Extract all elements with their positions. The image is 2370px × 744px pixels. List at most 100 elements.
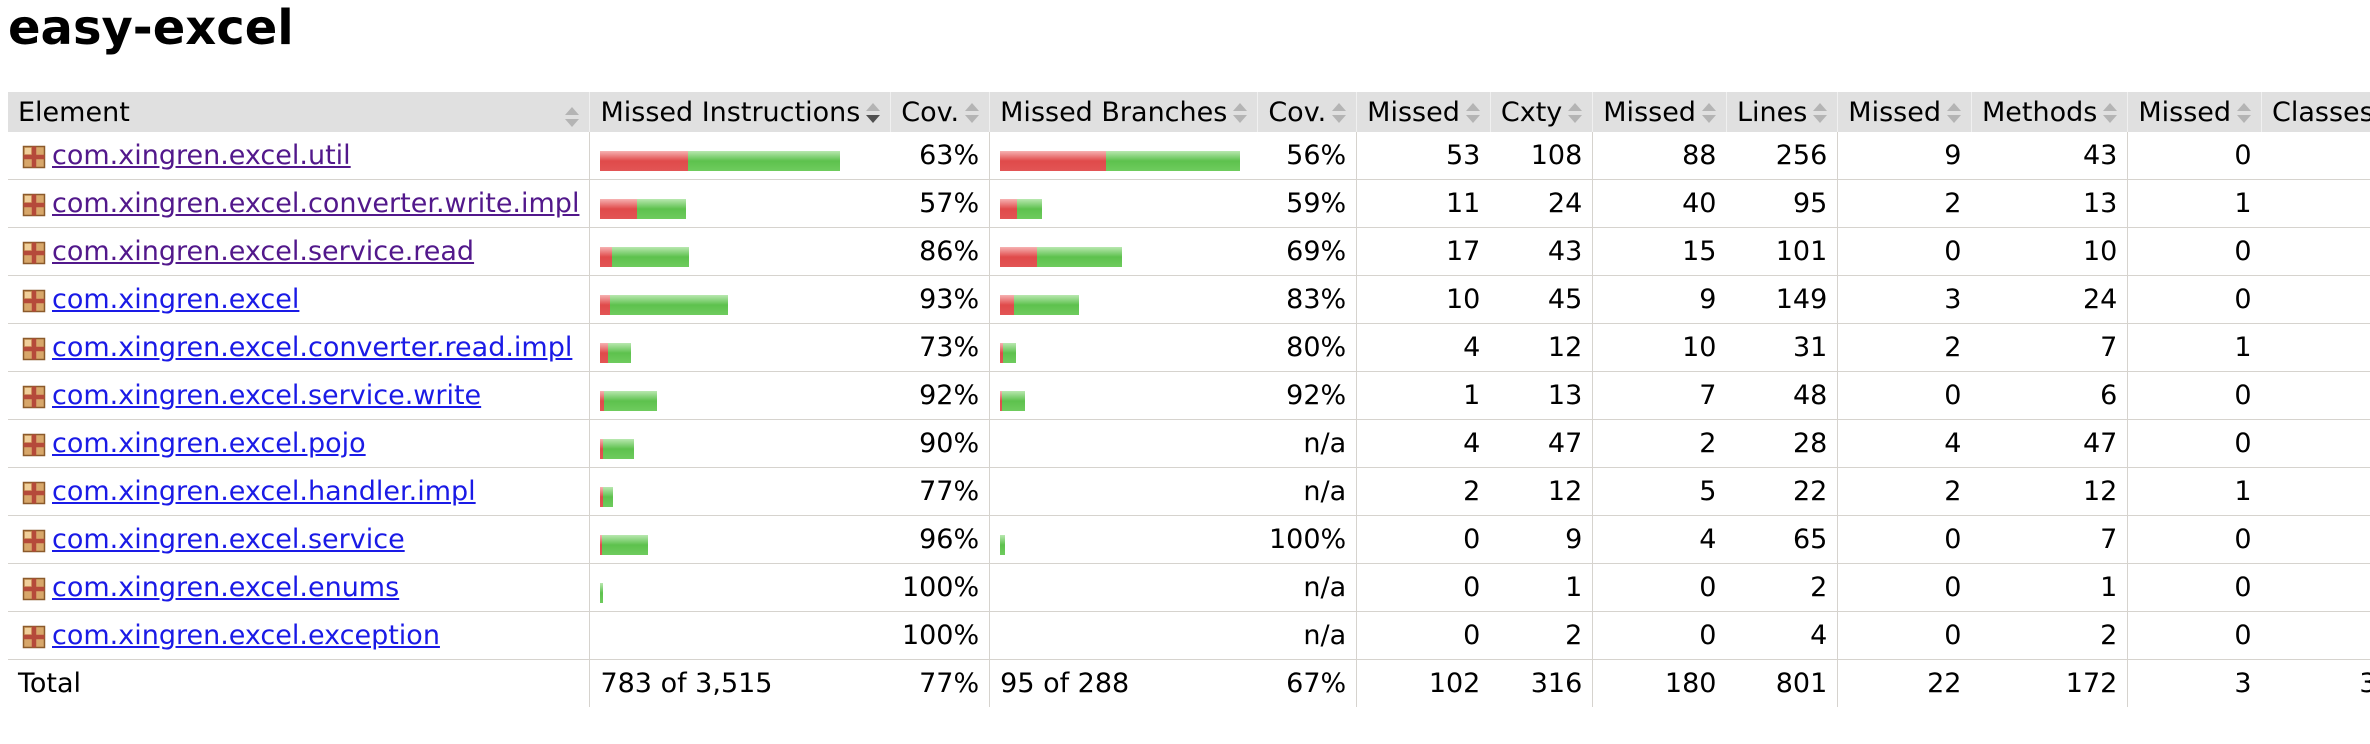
column-header-missed-methods[interactable]: Missed <box>1837 92 1972 132</box>
missed-bar-segment <box>600 486 604 507</box>
column-header-missed-instructions[interactable]: Missed Instructions <box>589 92 891 132</box>
column-header-missed-branches[interactable]: Missed Branches <box>989 92 1258 132</box>
cxty: 24 <box>1490 179 1593 228</box>
total-methods: 172 <box>1971 659 2128 707</box>
column-header-missed-lines[interactable]: Missed <box>1592 92 1727 132</box>
missed-methods: 2 <box>1837 179 1972 228</box>
cxty: 13 <box>1490 371 1593 420</box>
package-link[interactable]: com.xingren.excel.converter.read.impl <box>52 332 573 363</box>
package-link[interactable]: com.xingren.excel.service.read <box>52 236 475 267</box>
covered-bar-segment <box>612 246 690 267</box>
package-icon <box>22 481 46 505</box>
covered-bar-segment <box>602 534 649 555</box>
column-header-cxty[interactable]: Cxty <box>1489 92 1593 132</box>
branches-cov: n/a <box>1257 563 1357 612</box>
methods: 12 <box>1971 467 2128 516</box>
missed-methods: 9 <box>1837 132 1972 180</box>
lines: 4 <box>1726 611 1838 660</box>
package-link[interactable]: com.xingren.excel.pojo <box>52 428 366 459</box>
missed-methods: 0 <box>1837 515 1972 564</box>
column-header-methods[interactable]: Methods <box>1970 92 2128 132</box>
coverage-table: Element Missed Instructions Cov. Missed … <box>8 92 2370 707</box>
missed-bar-segment <box>1000 342 1004 363</box>
missed-bar-segment <box>1000 294 1015 315</box>
total-classes: 31 <box>2261 659 2370 707</box>
methods: 7 <box>1971 323 2128 372</box>
instructions-bar-cell <box>589 467 891 516</box>
column-header-lines[interactable]: Lines <box>1725 92 1838 132</box>
table-row: com.xingren.excel.util 63% 56% 53 108 88 256 9 4… <box>8 132 2370 180</box>
missed-bar-segment <box>600 198 638 219</box>
missed-methods: 0 <box>1837 227 1972 276</box>
table-row: com.xingren.excel.service 96% 100% 0 9 4 65 0 7 0… <box>8 515 2370 564</box>
missed-lines: 0 <box>1592 611 1727 660</box>
covered-bar-segment <box>603 486 614 507</box>
branches-coverage-bar <box>1000 195 1043 219</box>
covered-bar-segment <box>1106 150 1241 171</box>
package-icon <box>22 529 46 553</box>
missed-bar-segment <box>600 342 609 363</box>
table-row: com.xingren.excel.service.read 86% 69% 17 43… <box>8 227 2370 276</box>
instructions-coverage-bar <box>600 483 614 507</box>
package-link[interactable]: com.xingren.excel.exception <box>52 620 440 651</box>
classes: 6 <box>2261 179 2370 228</box>
covered-bar-segment <box>1037 246 1123 267</box>
instructions-coverage-bar <box>600 579 604 603</box>
branches-bar-cell <box>989 323 1258 372</box>
cxty: 108 <box>1530 140 1583 171</box>
column-header-element[interactable]: Element <box>8 92 590 132</box>
column-header-instructions-cov[interactable]: Cov. <box>890 92 990 132</box>
lines: 48 <box>1726 371 1838 420</box>
package-link[interactable]: com.xingren.excel <box>52 284 300 315</box>
missed-cxty: 4 <box>1356 419 1491 468</box>
branches-cov: 59% <box>1257 179 1357 228</box>
missed-bar-segment <box>1000 390 1003 411</box>
branches-bar-cell <box>989 611 1258 660</box>
package-icon <box>22 337 46 361</box>
total-instructions-cov: 77% <box>890 659 990 707</box>
lines: 95 <box>1726 179 1838 228</box>
instructions-bar-cell <box>589 227 891 276</box>
instructions-bar-cell <box>589 419 891 468</box>
missed-classes: 0 <box>2127 227 2262 276</box>
package-link[interactable]: com.xingren.excel.converter.write.impl <box>52 188 580 219</box>
package-link[interactable]: com.xingren.excel.enums <box>52 572 400 603</box>
missed-lines: 5 <box>1592 467 1727 516</box>
methods: 13 <box>1971 179 2128 228</box>
column-header-missed-cxty[interactable]: Missed <box>1356 92 1491 132</box>
package-link[interactable]: com.xingren.excel.service <box>52 524 405 555</box>
missed-bar-segment <box>1000 198 1018 219</box>
sort-arrows-icon <box>1465 102 1480 124</box>
instructions-cov: 96% <box>890 515 990 564</box>
package-link[interactable]: com.xingren.excel.service.write <box>52 380 482 411</box>
column-header-missed-classes[interactable]: Missed <box>2127 92 2262 132</box>
table-row: com.xingren.excel.exception 100% n/a 0 2 0 4 0 2… <box>8 611 2370 660</box>
covered-bar-segment <box>1002 390 1026 411</box>
branches-coverage-bar <box>1000 291 1080 315</box>
missed-methods: 3 <box>1837 275 1972 324</box>
column-header-classes[interactable]: Classes <box>2261 92 2370 132</box>
table-body: com.xingren.excel.util 63% 56% 53 108 88 256 9 4… <box>8 132 2370 660</box>
package-link[interactable]: com.xingren.excel.util <box>52 140 351 171</box>
element-cell: com.xingren.excel.service <box>8 515 590 564</box>
table-header-row: Element Missed Instructions Cov. Missed … <box>8 92 2370 132</box>
methods: 43 <box>2082 140 2118 171</box>
instructions-bar-cell <box>589 515 891 564</box>
column-header-branches-cov[interactable]: Cov. <box>1257 92 1357 132</box>
instructions-bar-cell <box>589 611 891 660</box>
classes: 1 <box>2261 371 2370 420</box>
classes: 3 <box>2261 419 2370 468</box>
total-missed-methods: 22 <box>1837 659 1972 707</box>
classes: 2 <box>2261 611 2370 660</box>
package-link[interactable]: com.xingren.excel.handler.impl <box>52 476 476 507</box>
lines: 101 <box>1726 227 1838 276</box>
covered-bar-segment <box>1017 198 1043 219</box>
covered-bar-segment <box>1014 294 1080 315</box>
sort-arrows-icon <box>1701 102 1716 124</box>
missed-bar-segment <box>600 390 605 411</box>
instructions-coverage-bar <box>600 147 841 171</box>
branches-coverage-bar <box>1000 147 1241 171</box>
branches-cov: n/a <box>1257 467 1357 516</box>
package-icon <box>22 625 46 649</box>
